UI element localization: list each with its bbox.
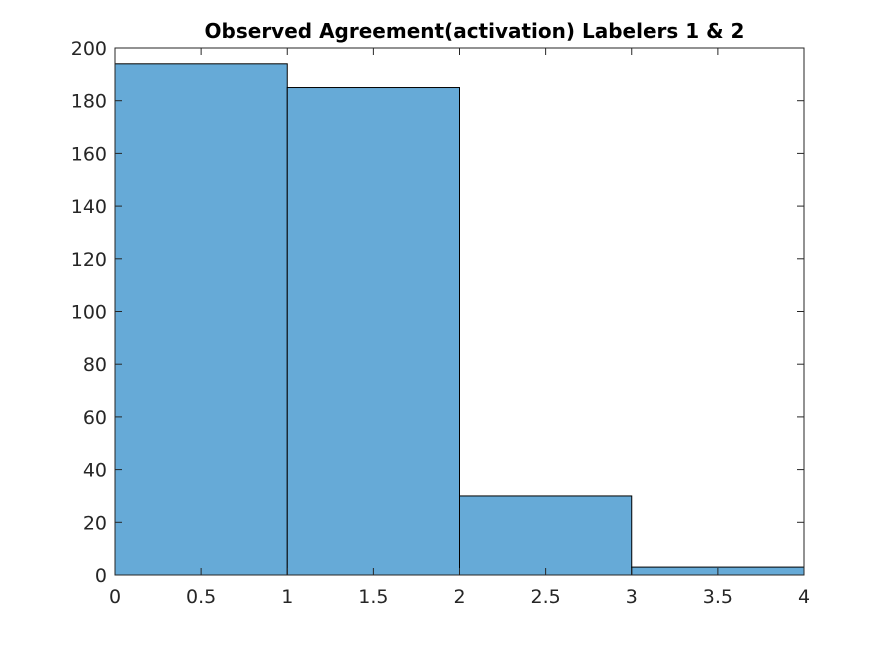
- chart-title: Observed Agreement(activation) Labelers …: [205, 19, 745, 43]
- y-tick-label: 40: [83, 460, 107, 482]
- y-tick-label: 180: [71, 91, 107, 113]
- x-tick-label: 3.5: [703, 586, 733, 608]
- y-tick-label: 100: [71, 302, 107, 324]
- x-tick-label: 1.5: [358, 586, 388, 608]
- histogram-bar-2: [286, 87, 460, 576]
- y-tick-label: 80: [83, 354, 107, 376]
- x-tick-label: 4: [798, 586, 810, 608]
- y-tick-label: 20: [83, 512, 107, 534]
- y-tick-label: 0: [95, 565, 107, 587]
- x-tick-label: 0.5: [186, 586, 216, 608]
- y-tick-labels: 0 20 40 60 80 100 120 140 160 180 200: [71, 38, 107, 587]
- histogram-bar-3: [459, 495, 633, 576]
- x-tick-labels: 0 0.5 1 1.5 2 2.5 3 3.5 4: [109, 586, 810, 608]
- y-tick-label: 160: [71, 143, 107, 165]
- histogram-bar-1: [114, 63, 288, 576]
- y-tick-label: 60: [83, 407, 107, 429]
- x-tick-label: 2: [453, 586, 465, 608]
- bars: [114, 63, 805, 576]
- y-tick-label: 140: [71, 196, 107, 218]
- y-tick-label: 120: [71, 249, 107, 271]
- tick-marks: [114, 47, 805, 576]
- x-tick-label: 2.5: [531, 586, 561, 608]
- x-tick-label: 1: [281, 586, 293, 608]
- x-tick-label: 3: [626, 586, 638, 608]
- x-tick-label: 0: [109, 586, 121, 608]
- y-tick-label: 200: [71, 38, 107, 60]
